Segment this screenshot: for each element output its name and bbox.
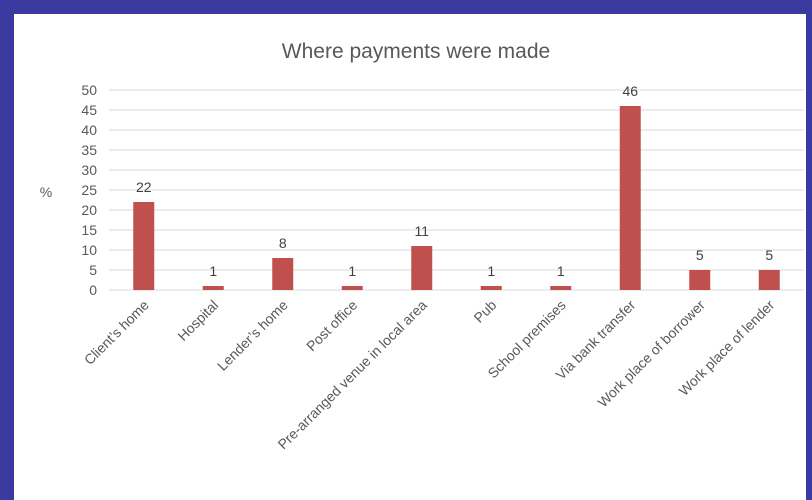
chart-title: Where payments were made bbox=[282, 40, 550, 63]
x-tick-label: Pub bbox=[470, 297, 499, 326]
x-tick-label: Hospital bbox=[174, 297, 221, 344]
y-tick-label: 45 bbox=[81, 102, 97, 118]
data-label: 5 bbox=[696, 247, 704, 263]
bar bbox=[480, 286, 502, 290]
x-tick-label: Client’s home bbox=[81, 297, 152, 368]
data-label: 1 bbox=[348, 263, 356, 279]
data-label: 1 bbox=[487, 263, 495, 279]
y-tick-label: 0 bbox=[89, 282, 97, 298]
y-tick-label: 5 bbox=[89, 262, 97, 278]
data-label: 11 bbox=[414, 223, 429, 239]
bar bbox=[689, 270, 711, 290]
data-label: 8 bbox=[279, 235, 287, 251]
data-label: 1 bbox=[557, 263, 565, 279]
bars bbox=[133, 106, 780, 290]
data-label: 1 bbox=[209, 263, 217, 279]
bar bbox=[272, 258, 294, 290]
x-tick-label: Post office bbox=[303, 297, 361, 355]
y-tick-label: 25 bbox=[81, 182, 97, 198]
x-tick-label: Lender’s home bbox=[214, 297, 291, 374]
y-tick-label: 30 bbox=[81, 162, 97, 178]
bar bbox=[619, 106, 641, 290]
bar-chart: Where payments were made % 0510152025303… bbox=[40, 40, 804, 453]
y-tick-label: 20 bbox=[81, 202, 97, 218]
y-axis-label: % bbox=[40, 184, 52, 200]
y-tick-label: 40 bbox=[81, 122, 97, 138]
y-axis-ticks: 0 5 10 15 20 25 30 35 40 45 50 bbox=[81, 82, 97, 298]
data-label: 5 bbox=[765, 247, 773, 263]
bar bbox=[758, 270, 780, 290]
bar bbox=[411, 246, 433, 290]
x-tick-label: Pre-arranged venue in local area bbox=[274, 297, 430, 453]
bar bbox=[133, 202, 155, 290]
y-tick-label: 10 bbox=[81, 242, 97, 258]
chart-panel: Where payments were made % 0 5 10 15 20 25 30 3… bbox=[14, 14, 806, 500]
y-tick-label: 15 bbox=[81, 222, 97, 238]
y-tick-label: 50 bbox=[81, 82, 97, 98]
y-tick-label: 35 bbox=[81, 142, 97, 158]
data-label: 46 bbox=[622, 83, 638, 99]
bar bbox=[341, 286, 363, 290]
bar bbox=[202, 286, 224, 290]
data-label: 22 bbox=[136, 179, 152, 195]
gridlines bbox=[109, 89, 804, 291]
bar bbox=[550, 286, 572, 290]
